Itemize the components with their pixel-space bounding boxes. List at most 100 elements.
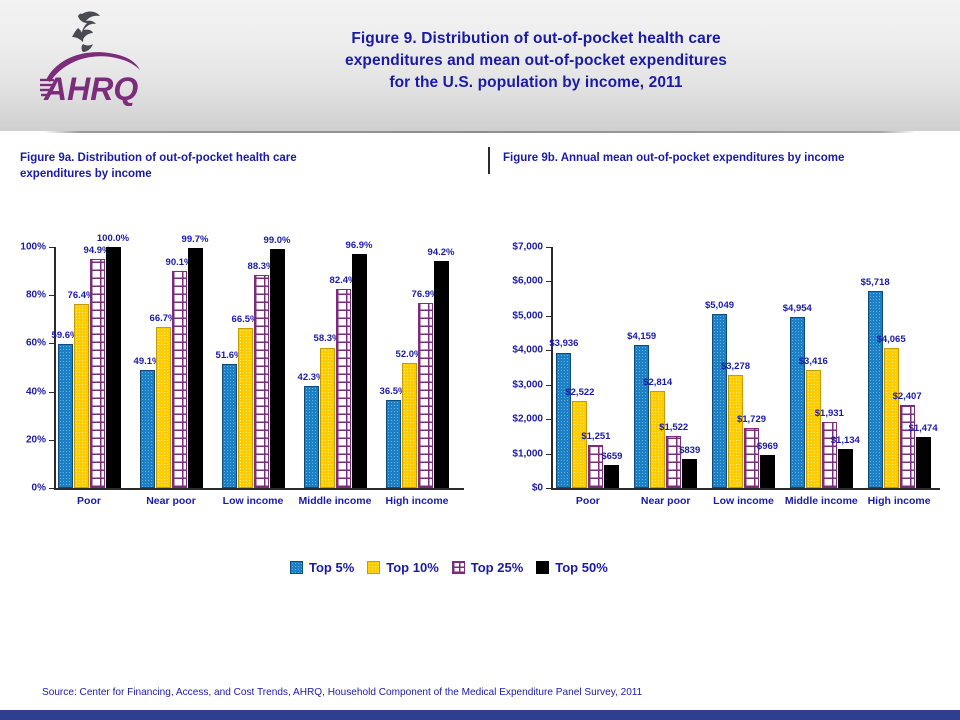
bar-top50 <box>433 260 449 488</box>
legend-item-top10: Top 10% <box>367 560 439 575</box>
panel-a-subtitle-line-1: Figure 9a. Distribution of out-of-pocket… <box>20 152 297 164</box>
bar-value-label: 76.9% <box>411 288 439 300</box>
bar-top10 <box>728 375 743 488</box>
y-axis-tick-label: $1,000 <box>512 448 543 460</box>
y-axis-tick-label: 20% <box>25 434 46 446</box>
y-axis-tick-label: $7,000 <box>512 241 543 253</box>
y-axis-tick-label: $2,000 <box>512 413 543 425</box>
x-axis-category-label: High income <box>867 495 931 507</box>
bar-top5 <box>57 344 73 488</box>
bar-value-label: $4,954 <box>782 303 812 315</box>
bar-top5 <box>303 386 319 488</box>
bar-value-label: 58.3% <box>313 333 341 345</box>
bar-value-label: 51.6% <box>215 349 243 361</box>
x-axis-category-label: Low income <box>222 495 284 507</box>
bar-top10 <box>883 348 899 488</box>
bar-top5 <box>634 344 650 488</box>
legend-item-top25: Top 25% <box>451 560 523 575</box>
bar-top50 <box>105 247 121 488</box>
chart-legend: Top 5% Top 10% Top 25% Top 50% <box>290 560 608 575</box>
bar-top25 <box>821 421 837 488</box>
page-title-line-3: for the U.S. population by income, 2011 <box>389 74 683 91</box>
bar-value-label: 49.1% <box>133 355 161 367</box>
page-title-line-1: Figure 9. Distribution of out-of-pocket … <box>351 30 721 47</box>
bar-top10 <box>401 362 417 488</box>
bar-value-label: 96.9% <box>345 240 373 252</box>
y-axis-tick <box>546 281 551 283</box>
ahrq-wordmark-text: AHRQ <box>43 71 138 106</box>
bar-value-label: $1,134 <box>830 434 860 446</box>
bar-top25 <box>89 259 105 488</box>
ahrq-logo: AHRQ <box>36 8 156 107</box>
bar-top5 <box>221 363 237 488</box>
y-axis-tick-label: 0% <box>31 482 46 494</box>
x-axis-category-label: High income <box>385 495 449 507</box>
bar-top50 <box>187 247 203 488</box>
y-axis-tick-label: 40% <box>25 386 46 398</box>
bar-top25 <box>744 428 759 488</box>
bar-value-label: 90.1% <box>165 256 193 268</box>
bar-top5 <box>385 400 401 488</box>
bar-value-label: $1,522 <box>659 421 689 433</box>
bar-top10 <box>319 347 335 488</box>
y-axis-tick-label: 80% <box>25 289 46 301</box>
footer-bar <box>0 710 960 720</box>
bar-value-label: $1,729 <box>736 414 767 426</box>
bar-top10 <box>237 327 253 488</box>
page-header: AHRQ Figure 9. Distribution of out-of-po… <box>0 0 960 131</box>
y-axis-tick <box>546 453 551 455</box>
bar-value-label: $1,474 <box>908 423 938 435</box>
y-axis-tick-label: $4,000 <box>512 344 543 356</box>
chart-figure-9a: 0% 20% 40% 60% 80% 100% 59.6% 76.4% 94.9% 100.0% P… <box>10 205 480 530</box>
bar-value-label: $1,251 <box>581 430 611 442</box>
bar-value-label: 82.4% <box>329 275 357 287</box>
x-axis-category-label: Middle income <box>298 495 372 507</box>
page-title-line-2: expenditures and mean out-of-pocket expe… <box>344 52 728 69</box>
bar-value-label: 88.3% <box>247 261 275 273</box>
bar-value-label: $3,936 <box>549 338 579 350</box>
legend-swatch-top50-icon <box>536 561 550 574</box>
bar-top10 <box>650 391 666 488</box>
legend-item-top5: Top 5% <box>290 560 354 575</box>
bar-value-label: $5,049 <box>704 300 735 312</box>
y-axis-tick-label: $0 <box>531 482 543 494</box>
y-axis-tick-label: 60% <box>25 337 46 349</box>
bar-value-label: 66.5% <box>231 313 259 325</box>
bar-top25 <box>417 302 433 488</box>
bar-value-label: $2,407 <box>892 391 922 403</box>
bar-top25 <box>899 405 915 488</box>
legend-swatch-top10-icon <box>367 561 381 574</box>
y-axis-line <box>54 247 56 488</box>
legend-swatch-top25-icon <box>451 561 465 574</box>
panel-a-subtitle-line-2: expenditures by income <box>20 168 152 180</box>
bar-top25 <box>588 444 604 488</box>
bar-value-label: 99.7% <box>181 233 209 245</box>
bar-value-label: $2,814 <box>643 377 673 389</box>
bar-top10 <box>155 327 171 488</box>
bar-value-label: $659 <box>601 451 623 463</box>
legend-label: Top 50% <box>555 560 608 575</box>
bar-value-label: $4,065 <box>876 334 906 346</box>
hhs-eagle-icon <box>72 11 100 52</box>
y-axis-tick <box>546 247 551 248</box>
bar-value-label: 99.0% <box>263 235 291 247</box>
bar-top5 <box>867 291 883 488</box>
bar-top10 <box>805 370 821 488</box>
y-axis-tick <box>49 295 54 297</box>
panel-b-subtitle: Figure 9b. Annual mean out-of-pocket exp… <box>503 152 845 164</box>
x-axis-category-label: Poor <box>77 495 101 507</box>
bar-value-label: $3,416 <box>798 356 828 368</box>
bar-value-label: $969 <box>756 440 779 452</box>
y-axis-tick <box>49 343 54 345</box>
y-axis-tick <box>49 439 54 441</box>
bar-top50 <box>915 437 931 488</box>
bar-top10 <box>73 303 89 488</box>
bar-top25 <box>171 270 187 488</box>
y-axis-tick <box>546 488 551 489</box>
bar-value-label: 52.0% <box>395 348 423 360</box>
bar-top50 <box>760 454 775 488</box>
page-title: Figure 9. Distribution of out-of-pocket … <box>186 28 886 94</box>
legend-swatch-top5-icon <box>290 561 303 574</box>
bar-value-label: 59.6% <box>51 330 79 342</box>
y-axis-tick <box>49 247 54 248</box>
